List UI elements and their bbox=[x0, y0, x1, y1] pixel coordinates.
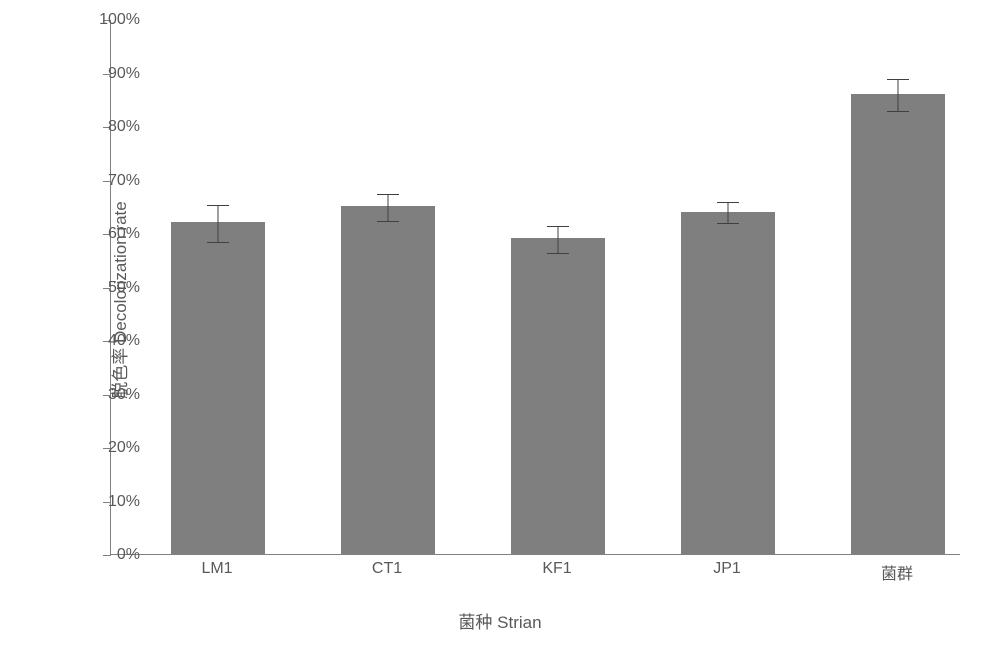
y-tick-label: 100% bbox=[99, 11, 140, 29]
error-cap-top bbox=[547, 226, 569, 227]
error-bar bbox=[558, 226, 559, 253]
plot-area bbox=[110, 20, 960, 555]
error-cap-top bbox=[887, 79, 909, 80]
y-tick-label: 20% bbox=[108, 439, 140, 457]
x-tick-label: LM1 bbox=[201, 560, 232, 578]
error-bar bbox=[898, 79, 899, 111]
error-cap-bottom bbox=[717, 223, 739, 224]
chart-container: LM1CT1KF1JP1菌群 bbox=[110, 20, 960, 575]
error-cap-bottom bbox=[547, 253, 569, 254]
bar bbox=[171, 222, 265, 554]
error-cap-bottom bbox=[887, 111, 909, 112]
x-tick-label: CT1 bbox=[372, 560, 402, 578]
error-bar bbox=[728, 202, 729, 223]
y-tick-label: 40% bbox=[108, 332, 140, 350]
x-tick-label: JP1 bbox=[713, 560, 741, 578]
error-cap-bottom bbox=[377, 221, 399, 222]
error-cap-top bbox=[207, 205, 229, 206]
y-tick-label: 70% bbox=[108, 172, 140, 190]
x-tick-label: 菌群 bbox=[881, 560, 913, 584]
error-bar bbox=[218, 205, 219, 242]
y-tick bbox=[103, 555, 111, 556]
y-tick-label: 30% bbox=[108, 386, 140, 404]
error-cap-top bbox=[717, 202, 739, 203]
y-tick-label: 10% bbox=[108, 493, 140, 511]
y-tick-label: 60% bbox=[108, 225, 140, 243]
y-tick-label: 0% bbox=[117, 546, 140, 564]
x-axis-title: 菌种 Strian bbox=[458, 608, 541, 633]
bar bbox=[681, 212, 775, 554]
bar bbox=[341, 206, 435, 554]
x-tick-label: KF1 bbox=[542, 560, 571, 578]
bar bbox=[851, 94, 945, 554]
error-cap-top bbox=[377, 194, 399, 195]
y-tick-label: 50% bbox=[108, 279, 140, 297]
bar bbox=[511, 238, 605, 554]
error-cap-bottom bbox=[207, 242, 229, 243]
error-bar bbox=[388, 194, 389, 221]
y-tick-label: 80% bbox=[108, 118, 140, 136]
y-tick-label: 90% bbox=[108, 65, 140, 83]
